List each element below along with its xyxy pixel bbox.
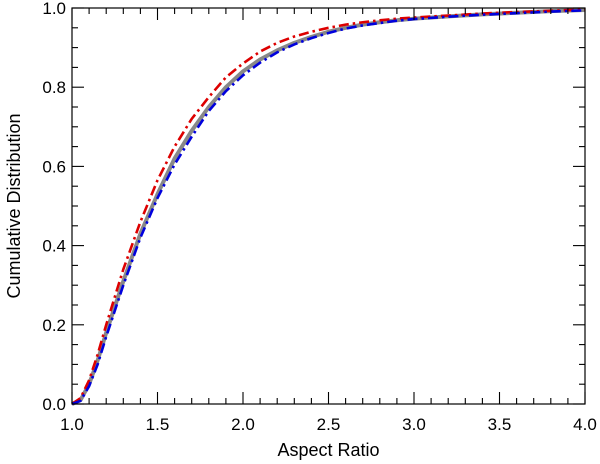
- x-tick-label: 1.5: [146, 415, 170, 434]
- y-tick-label: 0.2: [42, 316, 66, 335]
- y-tick-label: 0.4: [42, 237, 66, 256]
- y-axis-label: Cumulative Distribution: [4, 113, 24, 298]
- x-tick-label: 1.0: [60, 415, 84, 434]
- x-axis-label: Aspect Ratio: [277, 440, 379, 460]
- ticks-layer: [71, 7, 586, 405]
- series-line-1: [71, 7, 586, 406]
- plot-frame: [71, 7, 586, 405]
- y-tick-label: 0.0: [42, 395, 66, 414]
- y-tick-label: 0.8: [42, 78, 66, 97]
- x-tick-label: 4.0: [573, 415, 597, 434]
- series-layer: [71, 7, 586, 406]
- x-tick-label: 3.0: [402, 415, 426, 434]
- series-line-2: [71, 8, 586, 406]
- x-tick-label: 2.5: [317, 415, 341, 434]
- tick-labels-layer: 1.0 1.5 2.0 2.5 3.0 3.5 4.0 0.0 0.2 0.4 0.6 0.8 1.0: [42, 0, 596, 434]
- x-tick-label: 2.0: [231, 415, 255, 434]
- x-tick-label: 3.5: [488, 415, 512, 434]
- y-tick-label: 0.6: [42, 157, 66, 176]
- series-line-3: [71, 9, 586, 406]
- y-tick-label: 1.0: [42, 0, 66, 18]
